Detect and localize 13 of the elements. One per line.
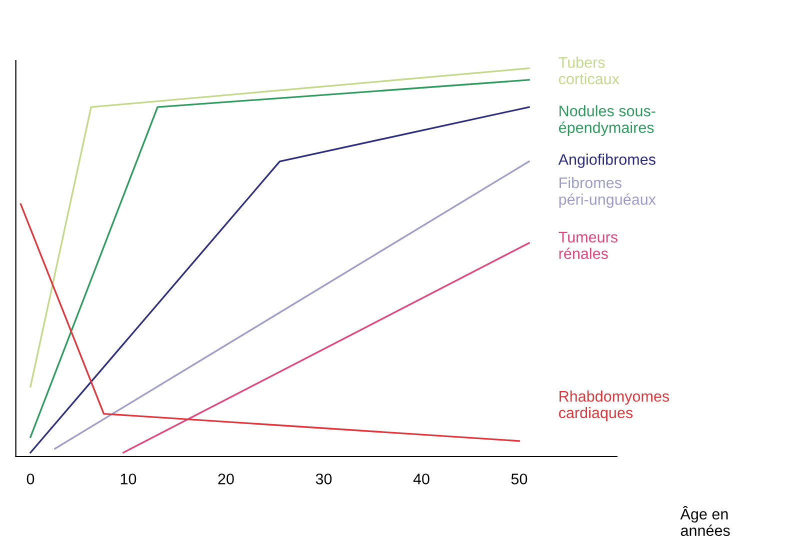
text: Fibromes péri-unguéaux [559, 176, 656, 208]
series-label: Tubers corticaux [558, 56, 620, 84]
text: Rhabdomyomes cardiaques [558, 390, 670, 422]
x-axis-title: Âge en années [680, 506, 730, 536]
x-tick-label: 10 [120, 474, 136, 484]
text: Angiofibromes [558, 154, 656, 168]
series-label: Tumeurs rénales [558, 232, 618, 259]
x-tick-label: 50 [511, 474, 528, 484]
x-tick-label: 40 [413, 474, 430, 484]
x-tick-label: 20 [218, 474, 234, 484]
x-tick-label: 0 [26, 474, 34, 484]
x-tick-label: 30 [316, 474, 332, 484]
text: Nodules sous- épendymaires [558, 105, 656, 136]
